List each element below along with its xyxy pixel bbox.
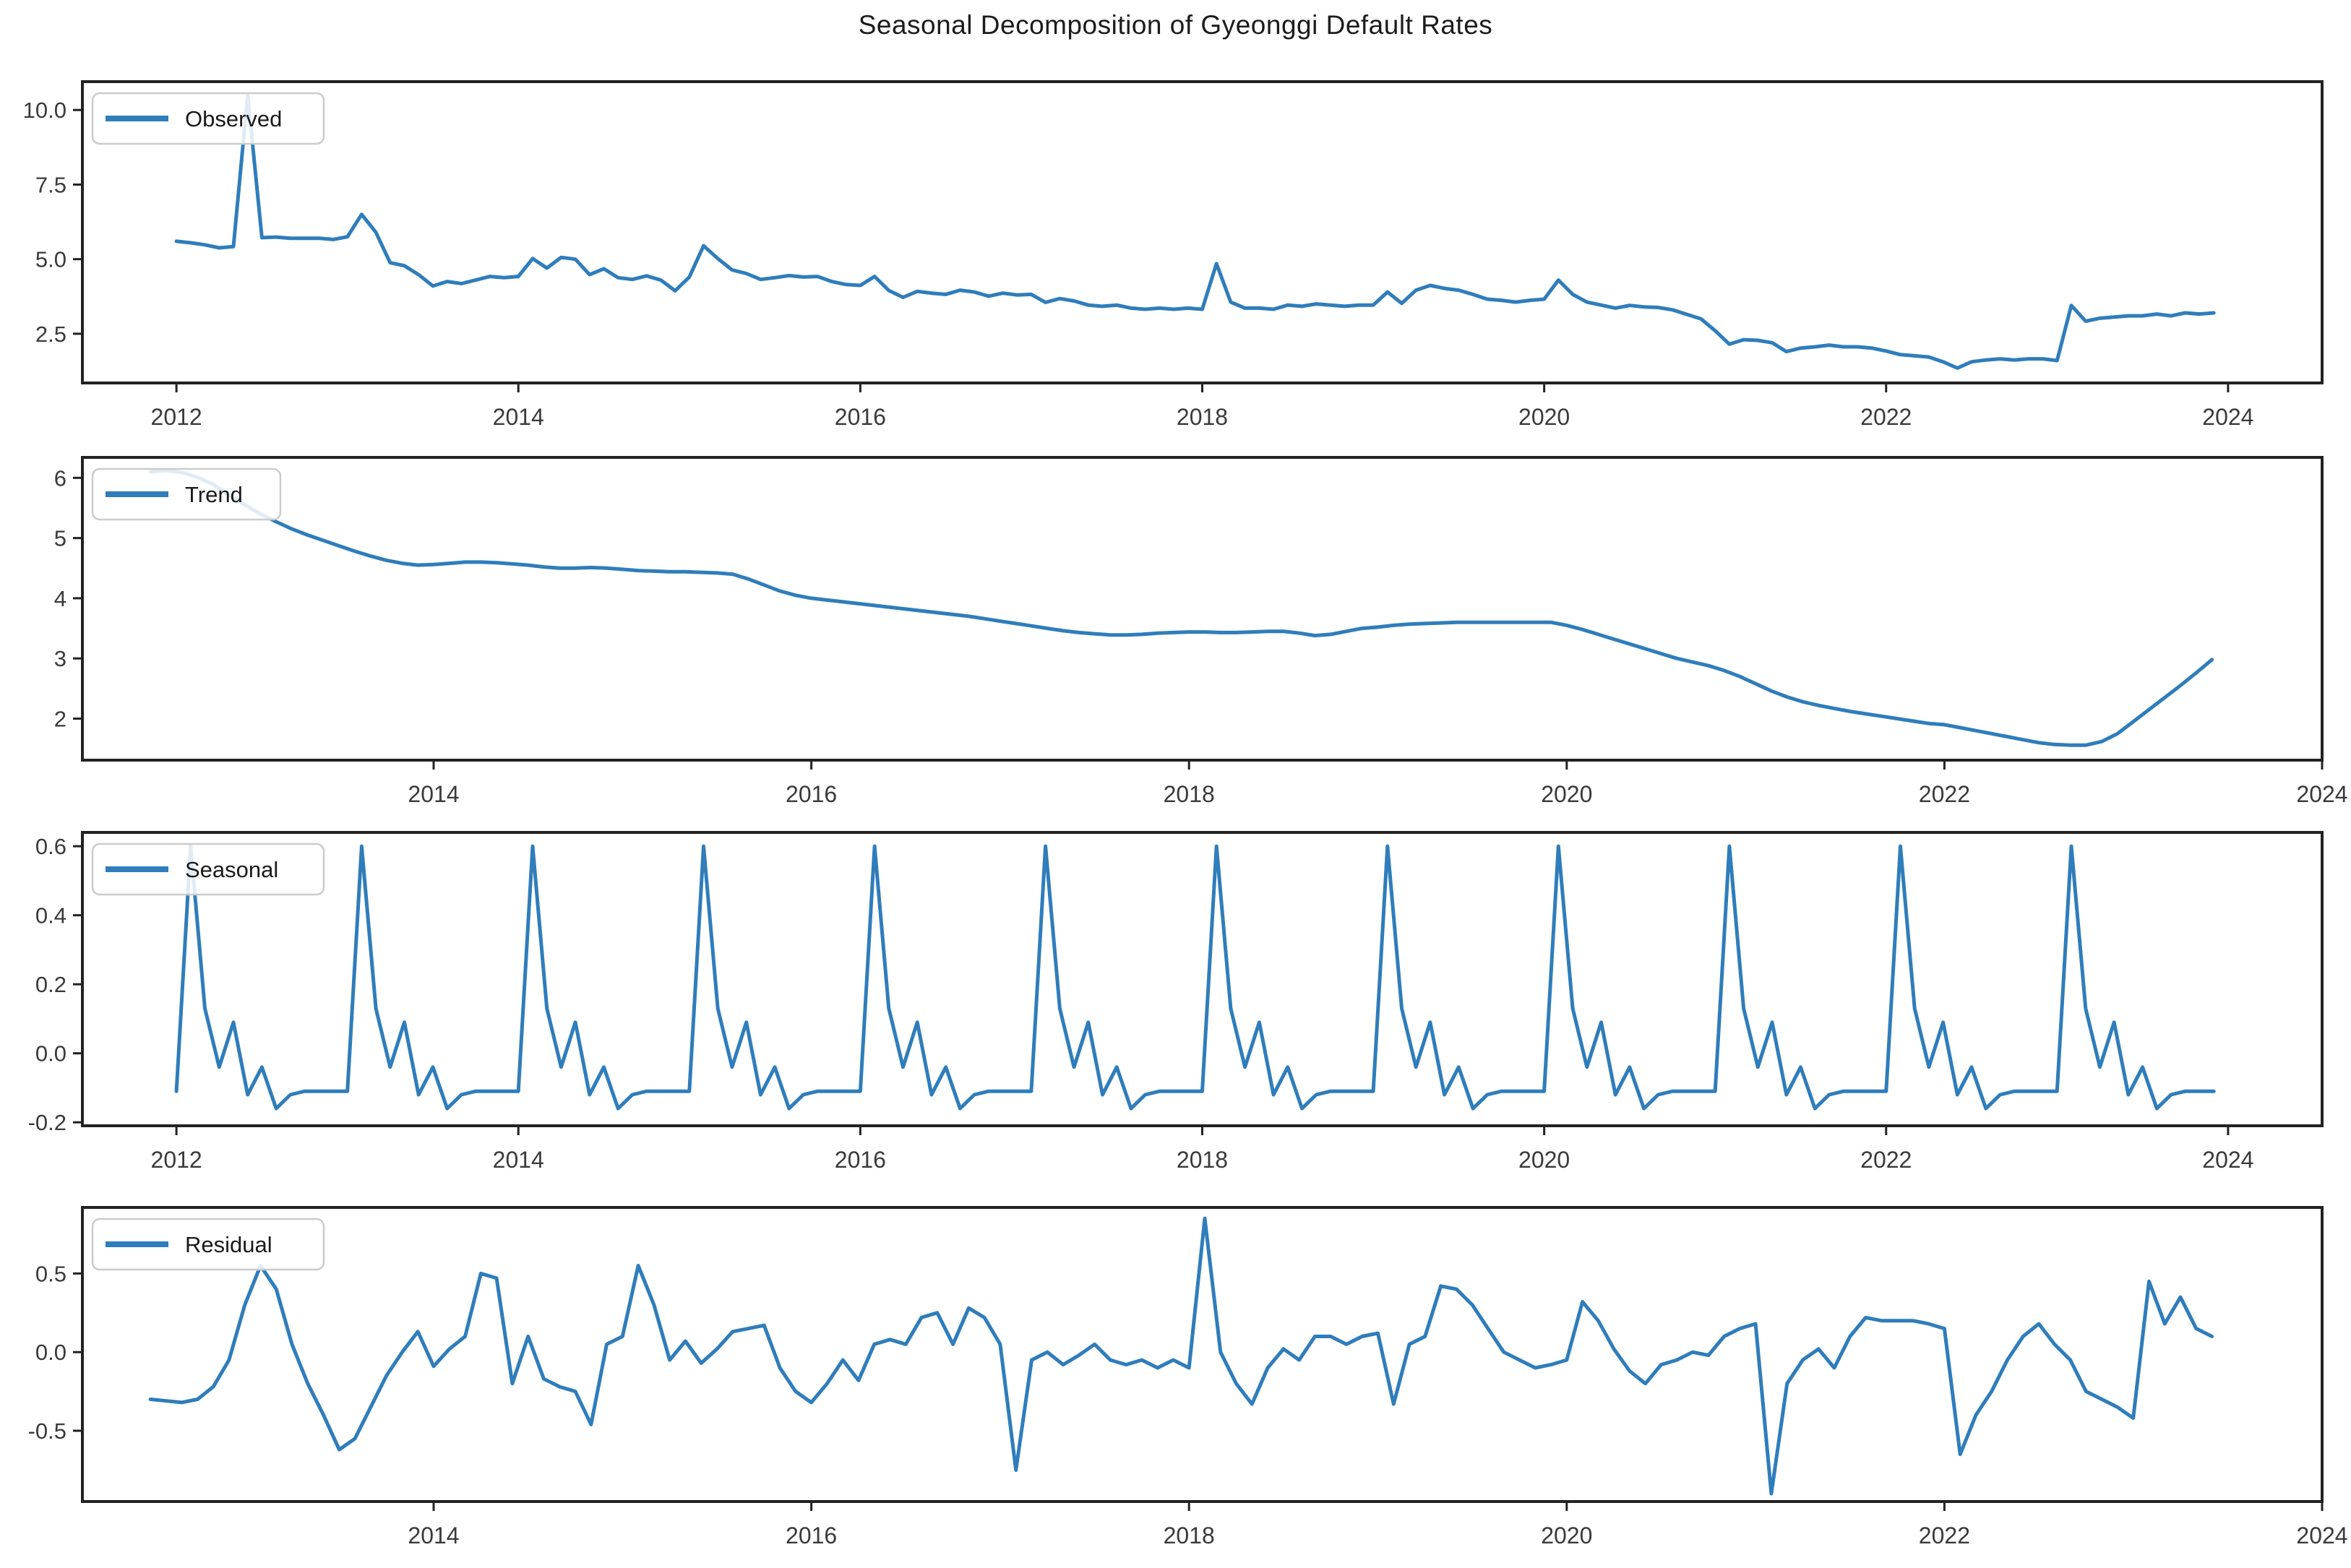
observed-y-tick-label: 2.5 [35,322,66,347]
observed-x-tick-label: 2014 [493,404,544,430]
trend-x-tick-label: 2020 [1541,781,1592,807]
seasonal-legend-label: Seasonal [185,857,278,882]
trend-series-line [148,468,2214,747]
observed-series-line [174,93,2216,370]
residual-y-tick-label: -0.5 [28,1418,66,1444]
residual-x-tick-label: 2020 [1541,1522,1592,1548]
panel-trend: 2014 2016 2018 2020 2022 2024 2 3 4 5 6 Trend [54,456,2348,807]
panel-residual: 2014 2016 2018 2020 2022 2024 -0.5 0.0 0.5 Residu… [28,1206,2348,1548]
observed-x-tick-label: 2024 [2202,404,2253,430]
residual-frame [81,1206,2324,1503]
residual-legend: Residual [91,1218,325,1271]
residual-x-tick-label: 2024 [2296,1522,2347,1548]
seasonal-y-tick-label: 0.4 [35,903,66,929]
residual-x-tick-label: 2016 [786,1522,837,1548]
trend-legend-label: Trend [185,482,243,507]
seasonal-x-tick-label: 2016 [835,1147,886,1173]
observed-frame [81,80,2324,384]
trend-x-tick-label: 2016 [786,781,837,807]
panel-observed: 2012 2014 2016 2018 2020 2022 2024 2.5 5.0 7.5 10.… [23,80,2324,430]
observed-legend: Observed [91,92,325,145]
observed-x-tick-label: 2016 [835,404,886,430]
seasonal-y-tick-label: 0.6 [35,834,66,859]
observed-legend-label: Observed [185,106,282,132]
trend-legend-box [91,468,282,521]
observed-x-tick-label: 2022 [1860,404,1912,430]
residual-y-tick-label: 0.5 [35,1261,66,1286]
trend-y-tick-label: 5 [54,526,66,551]
trend-x-tick-label: 2022 [1919,781,1970,807]
trend-x-tick-label: 2018 [1164,781,1215,807]
residual-x-tick-label: 2014 [408,1522,459,1548]
seasonal-y-tick-label: 0.0 [35,1041,66,1067]
seasonal-x-tick-label: 2018 [1177,1147,1228,1173]
observed-x-tick-label: 2012 [151,404,202,430]
trend-y-tick-label: 6 [54,465,66,491]
observed-x-tick-label: 2018 [1177,404,1228,430]
seasonal-legend: Seasonal [91,843,325,896]
observed-x-tick-label: 2020 [1518,404,1570,430]
trend-y-tick-label: 3 [54,646,66,671]
seasonal-x-tick-label: 2022 [1860,1147,1912,1173]
trend-x-tick-label: 2024 [2296,781,2347,807]
residual-legend-label: Residual [185,1232,272,1257]
seasonal-x-tick-label: 2024 [2202,1147,2253,1173]
seasonal-x-tick-label: 2012 [151,1147,202,1173]
residual-series-line [148,1216,2214,1496]
observed-legend-box [91,92,325,145]
trend-x-tick-label: 2014 [408,781,459,807]
observed-y-tick-label: 10.0 [23,98,66,123]
residual-y-tick-label: 0.0 [35,1340,66,1365]
residual-legend-box [91,1218,325,1271]
seasonal-y-tick-label: -0.2 [28,1110,66,1135]
seasonal-x-tick-label: 2020 [1518,1147,1570,1173]
observed-y-tick-label: 7.5 [35,172,66,197]
chart-title: Seasonal Decomposition of Gyeonggi Defau… [858,10,1493,40]
panel-seasonal: 2012 2014 2016 2018 2020 2022 2024 -0.2 0.0 0.2 0.… [28,831,2324,1173]
trend-y-tick-label: 2 [54,707,66,732]
seasonal-y-tick-label: 0.2 [35,972,66,997]
trend-frame [81,456,2324,762]
seasonal-series-line [174,844,2216,1111]
seasonal-legend-box [91,843,325,896]
residual-x-tick-label: 2018 [1164,1522,1215,1548]
observed-y-tick-label: 5.0 [35,247,66,272]
seasonal-x-tick-label: 2014 [493,1147,544,1173]
trend-legend: Trend [91,468,282,521]
residual-x-tick-label: 2022 [1919,1522,1970,1548]
trend-y-tick-label: 4 [54,586,66,611]
seasonal-frame [81,831,2324,1127]
